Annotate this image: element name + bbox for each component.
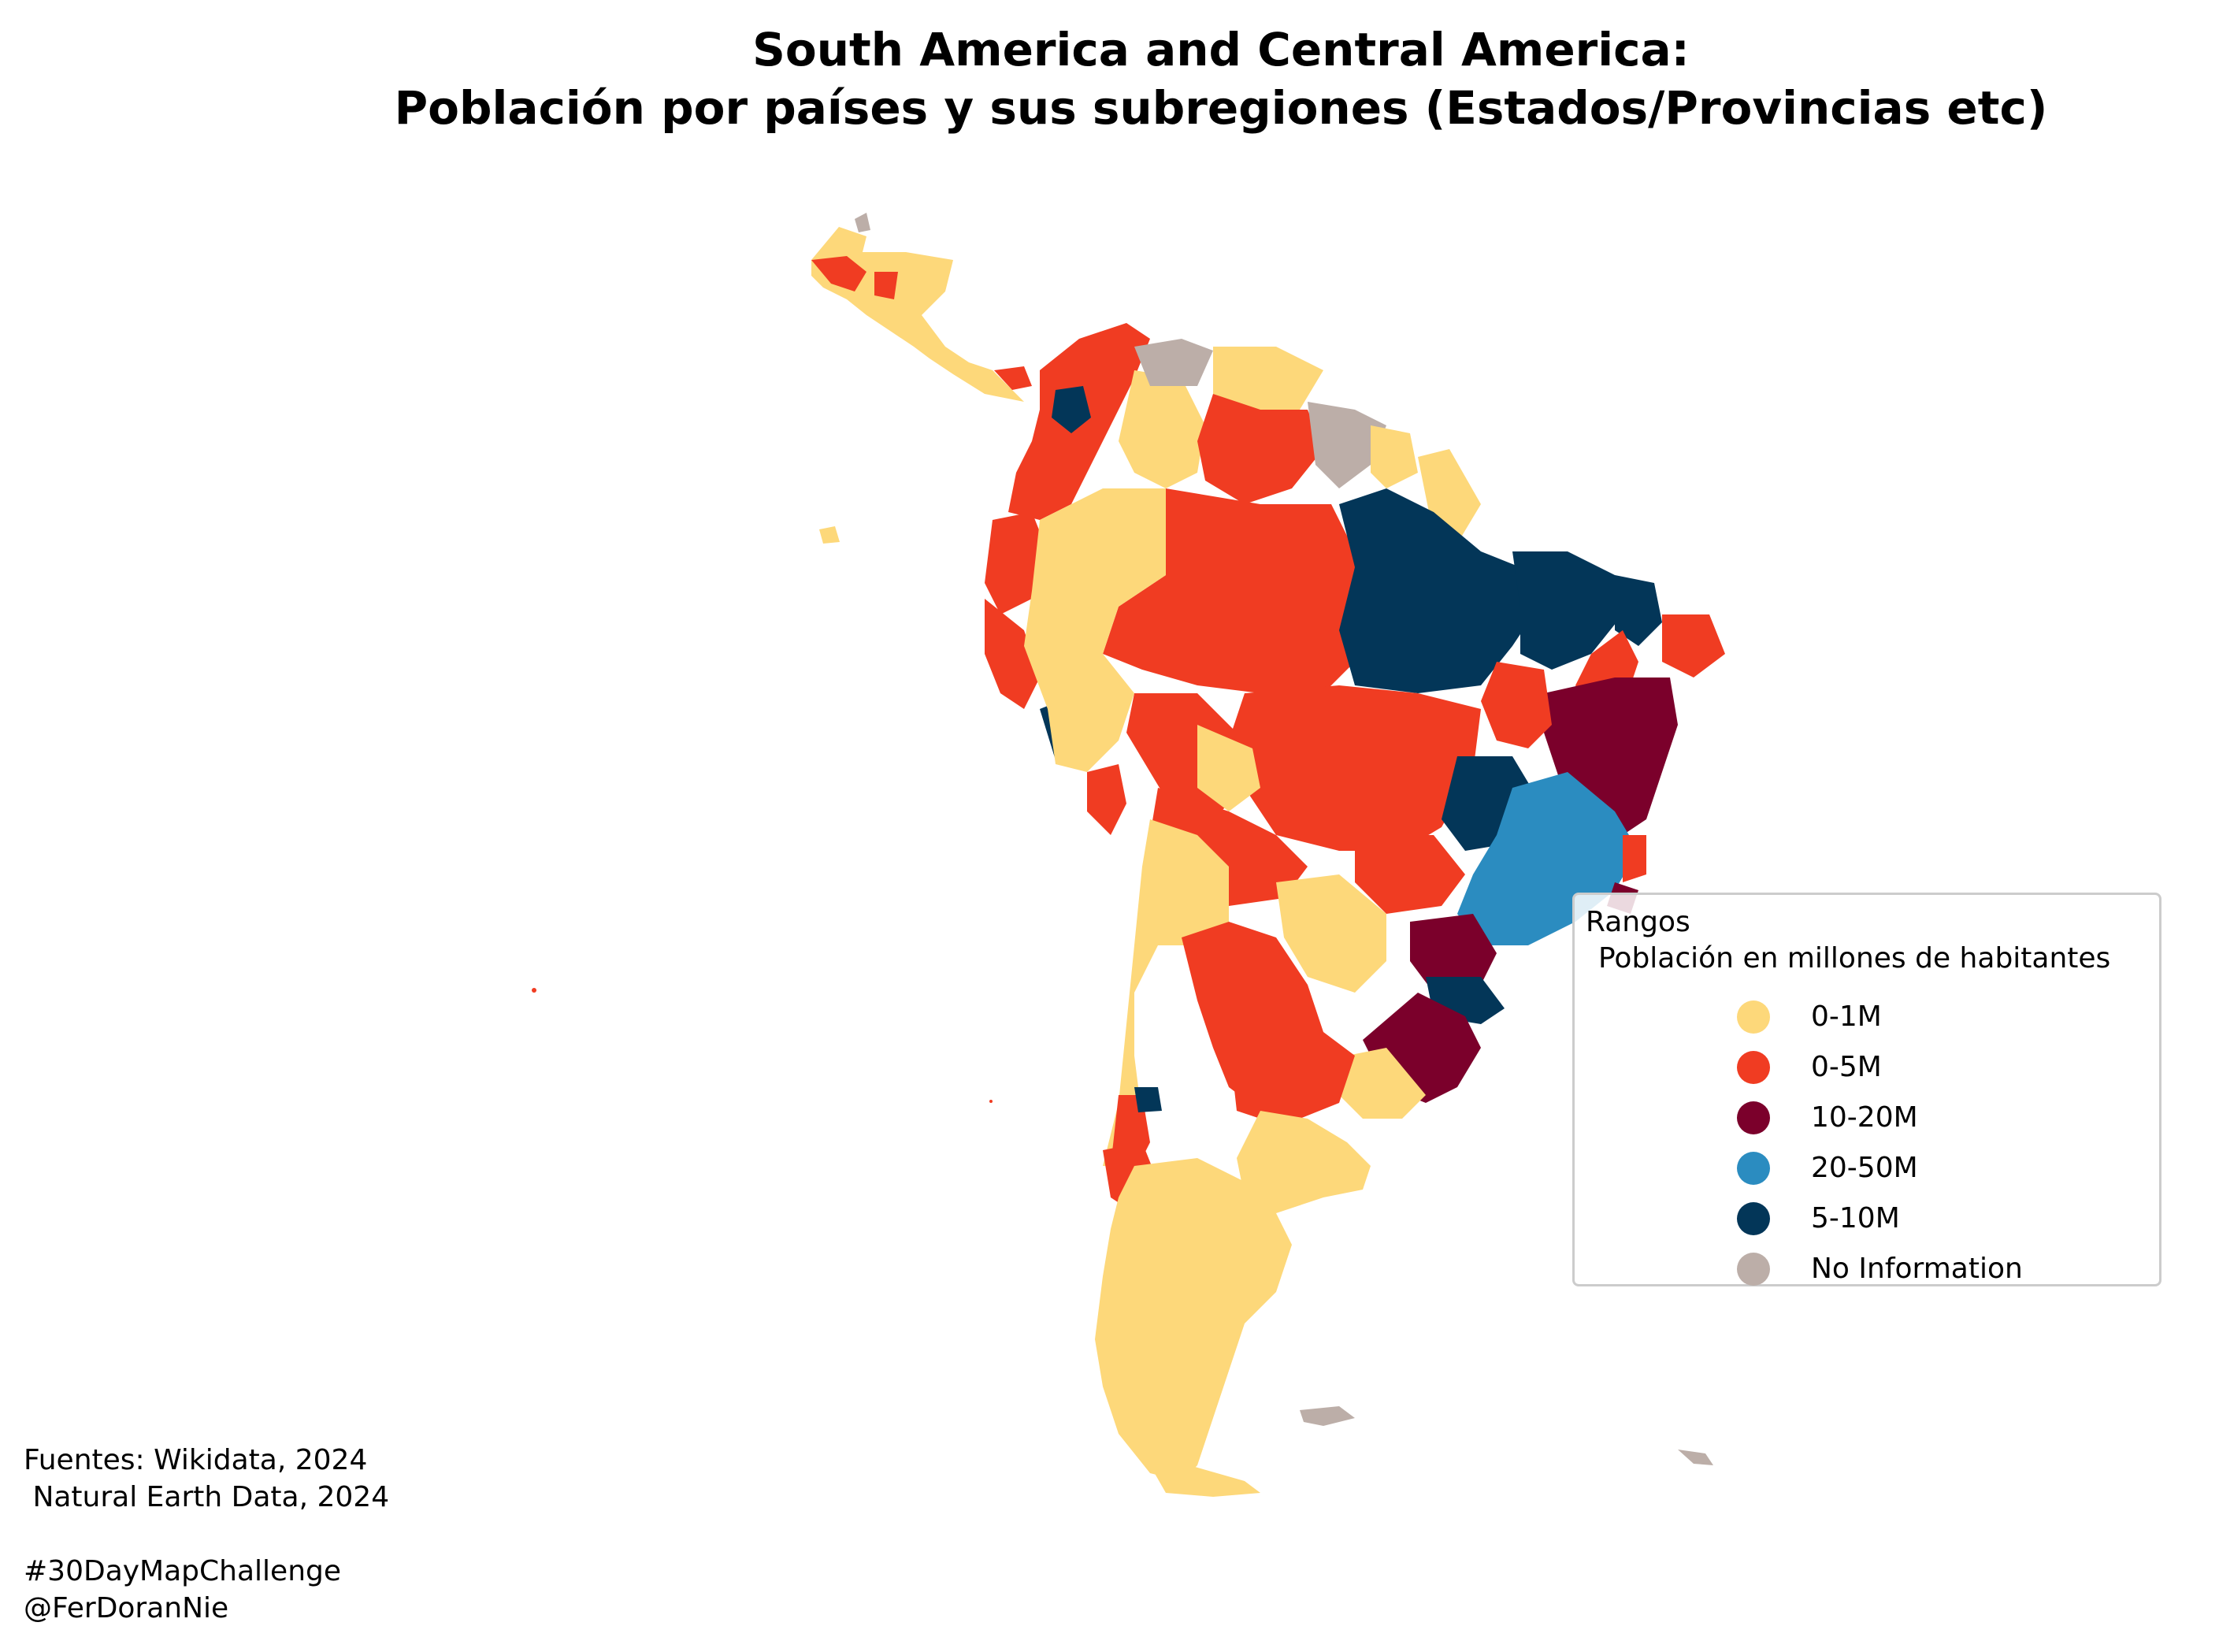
region-mato-grosso-sul (1355, 835, 1465, 914)
legend-swatch (1737, 1202, 1770, 1235)
region-mato-grosso (1229, 685, 1481, 851)
credits-author: @FerDoranNie (24, 1592, 229, 1624)
legend-label: 5-10M (1811, 1202, 1900, 1234)
legend-item: 0-1M (1575, 993, 2159, 1043)
legend-swatch (1737, 1152, 1770, 1185)
region-venezuela-grey (1134, 339, 1213, 386)
legend-item: 5-10M (1575, 1194, 2159, 1245)
legend-title: Rangos (1586, 906, 1690, 938)
credits: Fuentes: Wikidata, 2024 Natural Earth Da… (24, 1442, 389, 1627)
region-amazonas-big (1103, 488, 1386, 693)
south-america-regions (985, 323, 1725, 1497)
map-title-line-2: Población por países y sus subregiones (… (394, 81, 2048, 135)
map-legend: Rangos Población en millones de habitant… (1572, 893, 2161, 1286)
legend-label: 0-5M (1811, 1051, 1882, 1083)
region-bogota (1052, 386, 1091, 433)
region-peru-north (985, 599, 1040, 709)
region-uruguay (1339, 1048, 1426, 1119)
region-parana (1410, 914, 1497, 993)
region-tierra-del-fuego (1150, 1465, 1260, 1497)
region-espirito-santo (1623, 835, 1646, 882)
region-venezuela-yellow (1213, 347, 1323, 418)
region-central-red-2 (874, 272, 898, 299)
legend-item: No Information (1575, 1245, 2159, 1295)
legend-swatch (1737, 1101, 1770, 1134)
region-bolivia-yellow (1197, 725, 1260, 811)
legend-item: 20-50M (1575, 1144, 2159, 1194)
region-rn-pb (1662, 614, 1725, 678)
legend-item: 0-5M (1575, 1043, 2159, 1093)
region-guyana-grey (1308, 402, 1386, 488)
region-paraguay-yellow (1276, 874, 1386, 993)
region-maranhao (1512, 551, 1623, 670)
region-venezuela-red (1197, 394, 1323, 504)
legend-item: 10-20M (1575, 1093, 2159, 1144)
region-argentina-red-2 (1229, 1032, 1292, 1119)
region-argentina-north-yellow (1103, 819, 1229, 1166)
legend-subtitle: Población en millones de habitantes (1598, 942, 2111, 974)
region-chile-north (1087, 764, 1126, 835)
region-south-georgia (1678, 1450, 1713, 1465)
region-buenos-aires (1237, 1111, 1371, 1213)
central-america-regions (811, 213, 1032, 402)
region-peru-yellow (1024, 488, 1166, 772)
region-central-grey (855, 213, 870, 232)
region-santiago (1134, 1087, 1162, 1112)
legend-label: 20-50M (1811, 1152, 1918, 1184)
credits-line-2: Natural Earth Data, 2024 (24, 1481, 390, 1513)
island-pacific (532, 988, 536, 993)
credits-line-1: Fuentes: Wikidata, 2024 (24, 1444, 368, 1476)
legend-swatch (1737, 1253, 1770, 1286)
credits-hashtag: #30DayMapChallenge (24, 1555, 342, 1587)
region-colombia-yellow (1119, 370, 1205, 488)
legend-label: No Information (1811, 1253, 2023, 1285)
region-ceara (1615, 575, 1662, 646)
region-tocantins (1481, 662, 1552, 748)
region-ecuador (985, 512, 1048, 614)
region-suriname-yellow (1371, 425, 1418, 488)
legend-label: 0-1M (1811, 1000, 1882, 1033)
legend-label: 10-20M (1811, 1101, 1918, 1134)
legend-swatch (1737, 1000, 1770, 1034)
region-central-red-1 (811, 256, 866, 291)
legend-swatch (1737, 1051, 1770, 1084)
region-mexico-south (811, 227, 1024, 402)
region-para (1339, 488, 1544, 693)
legend-items: 0-1M 0-5M 10-20M 20-50M 5-10M No Informa… (1575, 993, 2159, 1295)
map-title-line-1: South America and Central America: (752, 23, 1690, 76)
islands (532, 526, 993, 1103)
island-juan-fernandez (989, 1100, 993, 1103)
region-patagonia (1095, 1158, 1292, 1481)
island-galapagos (819, 526, 840, 544)
region-falklands (1300, 1406, 1355, 1426)
region-argentina-red-central (1182, 922, 1355, 1119)
map-title: South America and Central America: Pobla… (260, 20, 2182, 137)
region-central-red-3 (994, 366, 1032, 390)
